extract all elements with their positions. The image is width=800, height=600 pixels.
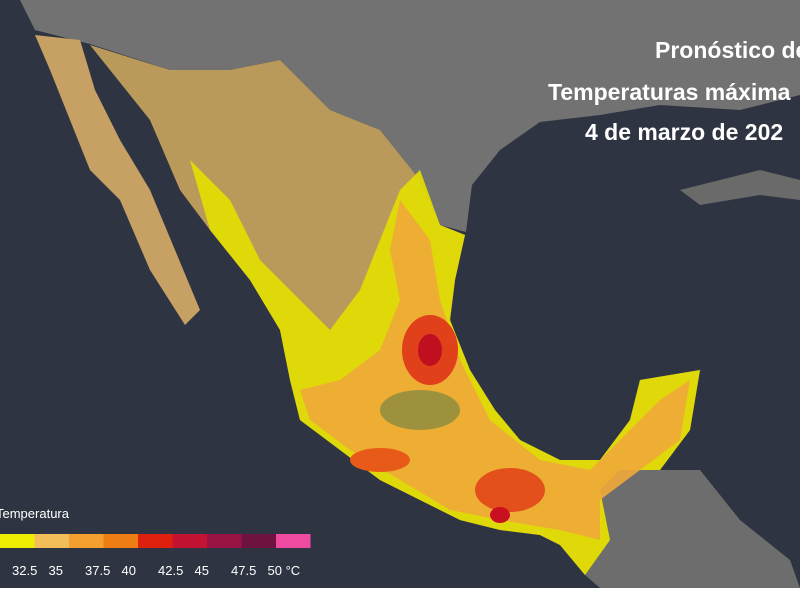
cool-zone xyxy=(380,390,460,430)
legend-tick-label: 45 xyxy=(195,563,209,578)
legend-swatch xyxy=(103,534,138,548)
title-line: Pronóstico de xyxy=(655,37,800,63)
legend-tick-label: 47.5 xyxy=(231,563,256,578)
legend-swatch xyxy=(241,534,276,548)
baja-california xyxy=(35,35,200,325)
legend-tick-label: 40 xyxy=(122,563,136,578)
usa-land xyxy=(20,0,800,232)
hot-spot xyxy=(475,468,545,512)
legend-swatch xyxy=(138,534,173,548)
hot-spot xyxy=(350,448,410,472)
hot-spot xyxy=(490,507,510,523)
legend-swatch xyxy=(34,534,69,548)
legend-swatch xyxy=(172,534,207,548)
legend-tick-label: 35 xyxy=(49,563,63,578)
central-america xyxy=(585,470,800,588)
bottom-band xyxy=(0,588,800,600)
legend-swatch xyxy=(69,534,104,548)
legend: 32.5 35 37.5 40 42.5 45 47.5 50 °C xyxy=(0,534,311,578)
legend-tick-label: 42.5 xyxy=(158,563,183,578)
title-line: Temperaturas máxima xyxy=(548,79,791,105)
legend-swatch xyxy=(0,534,35,548)
legend-title: Temperatura xyxy=(0,506,70,521)
title-line: 4 de marzo de 202 xyxy=(585,119,783,145)
legend-swatch xyxy=(207,534,242,548)
cuba xyxy=(680,170,800,205)
legend-tick-label: 50 °C xyxy=(268,563,301,578)
legend-tick-label: 32.5 xyxy=(12,563,37,578)
hot-spot xyxy=(418,334,442,366)
legend-swatch xyxy=(276,534,311,548)
legend-tick-label: 37.5 xyxy=(85,563,110,578)
